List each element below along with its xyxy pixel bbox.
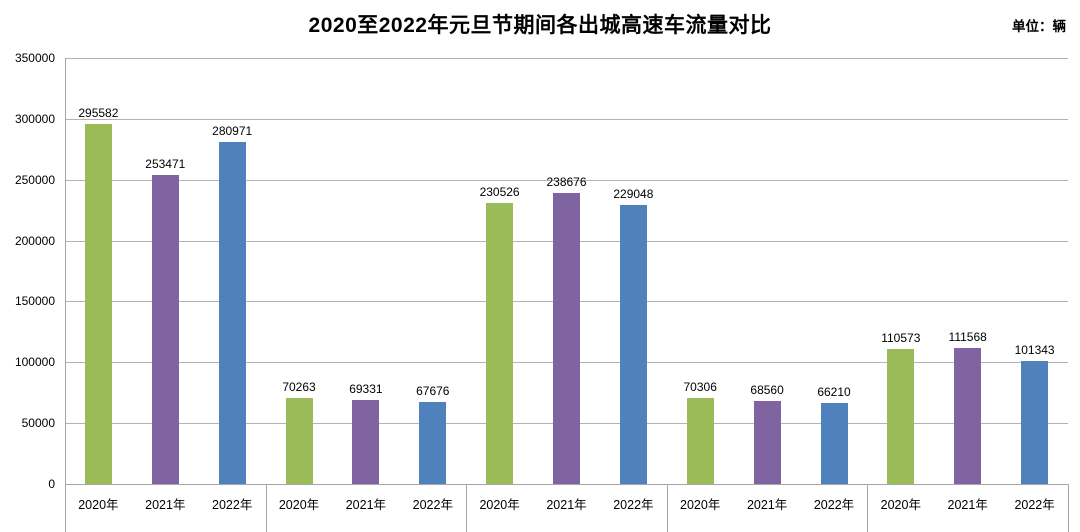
group-separator [265,484,267,532]
bar-value-label: 68560 [750,383,784,397]
bar-value-label: 101343 [1014,343,1055,357]
bar-value-label: 111568 [948,330,987,344]
x-tick-label: 2021年 [145,498,186,512]
group-separator [1068,484,1069,532]
bar-value-label: 69331 [349,382,383,396]
unit-label: 单位：辆 [1012,19,1066,34]
x-tick-label: 2020年 [78,498,119,512]
bar [619,205,647,484]
gridline [65,180,1068,181]
bar [419,402,447,484]
chart-title: 2020至2022年元旦节期间各出城高速车流量对比 [308,14,772,37]
y-tick-label: 350000 [14,51,55,65]
bar [954,348,982,484]
y-tick-label: 150000 [14,294,55,308]
bar [887,349,915,484]
bar [151,175,179,484]
x-tick-label: 2022年 [1014,498,1055,512]
x-tick-label: 2021年 [345,498,387,512]
bar-value-label: 230526 [479,185,520,199]
bar-value-label: 67676 [416,384,450,398]
y-tick-label: 250000 [14,173,55,187]
bar [753,401,781,484]
bar-value-label: 238676 [546,175,587,189]
bar [553,193,580,484]
x-tick-label: 2020年 [479,498,520,512]
bar [84,124,112,484]
bar [352,400,380,484]
group-separator [65,484,66,532]
bar-value-label: 229048 [613,187,654,201]
x-axis-line [65,484,1068,485]
bar-value-label: 280971 [212,124,253,138]
x-tick-label: 2021年 [947,498,988,512]
x-tick-label: 2020年 [680,498,721,512]
bar-value-label: 295582 [78,106,119,120]
group-separator [666,484,668,532]
x-tick-label: 2020年 [278,498,320,512]
y-tick-label: 50000 [21,416,55,430]
y-tick-label: 200000 [14,234,55,248]
x-tick-label: 2021年 [546,498,587,512]
bar-value-label: 110573 [881,331,921,345]
bar [1021,361,1049,484]
bar-value-label: 66210 [817,385,851,399]
x-tick-label: 2022年 [813,498,855,512]
y-tick-label: 100000 [14,355,55,369]
gridline [65,119,1068,120]
bar-value-label: 253471 [145,157,186,171]
group-separator [867,484,869,532]
y-axis-line [65,58,66,484]
x-tick-label: 2022年 [212,498,253,512]
gridline [65,58,1068,59]
x-tick-label: 2022年 [412,498,453,512]
bar [218,142,246,484]
group-separator [466,484,468,532]
bar-value-label: 70263 [282,380,316,394]
x-tick-label: 2021年 [746,498,788,512]
bar-value-label: 70306 [683,380,717,394]
bar [486,203,514,484]
bar [285,398,313,484]
y-tick-label: 300000 [14,112,55,126]
bar [686,398,714,484]
x-tick-label: 2022年 [613,498,654,512]
y-tick-label: 0 [48,477,55,491]
bar [820,403,848,484]
x-tick-label: 2020年 [880,498,921,512]
